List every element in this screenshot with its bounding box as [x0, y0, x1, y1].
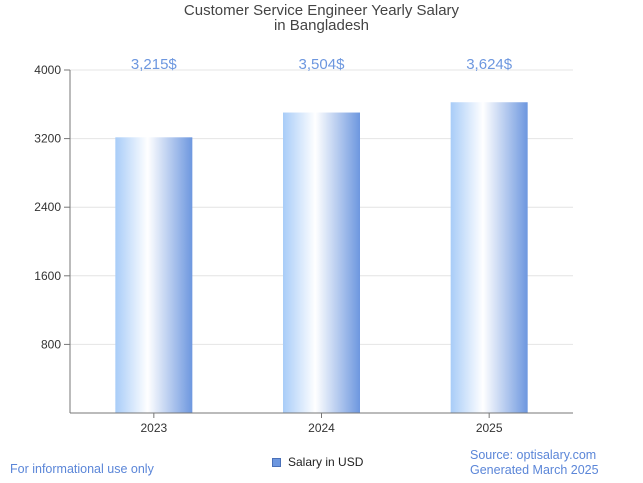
- legend[interactable]: Salary in USD: [272, 455, 363, 469]
- data-label-2023: 3,215$: [131, 56, 178, 73]
- generated-text: Generated March 2025: [470, 463, 599, 477]
- chart-title: Customer Service Engineer Yearly Salary …: [0, 3, 643, 33]
- bar-2025[interactable]: [450, 102, 528, 413]
- bar-2024[interactable]: [283, 112, 360, 414]
- y-tick-label: 2400: [34, 200, 61, 214]
- bars: [115, 102, 528, 414]
- chart-title-line1: Customer Service Engineer Yearly Salary: [183, 2, 460, 19]
- source-text: Source: optisalary.com: [470, 448, 597, 462]
- source-info: Source: optisalary.com Generated March 2…: [470, 448, 599, 478]
- data-labels: 3,215$ 3,504$ 3,624$: [131, 56, 513, 73]
- data-label-2024: 3,504$: [299, 56, 346, 73]
- chart-title-line2: in Bangladesh: [273, 17, 370, 34]
- y-tick-label: 4000: [34, 63, 61, 77]
- y-tick-label: 3200: [34, 132, 61, 146]
- axes: 800 1600 2400 3200 4000 2023 2024 2025: [34, 63, 573, 435]
- y-tick-label: 1600: [34, 269, 61, 283]
- y-tick-label: 800: [41, 337, 61, 351]
- legend-swatch: [272, 457, 281, 467]
- bar-2023[interactable]: [115, 137, 193, 413]
- x-tick-label: 2025: [476, 421, 503, 435]
- disclaimer-text: For informational use only: [10, 462, 154, 476]
- legend-label: Salary in USD: [288, 455, 364, 469]
- x-tick-label: 2024: [308, 421, 335, 435]
- data-label-2025: 3,624$: [466, 56, 513, 73]
- x-tick-label: 2023: [140, 421, 167, 435]
